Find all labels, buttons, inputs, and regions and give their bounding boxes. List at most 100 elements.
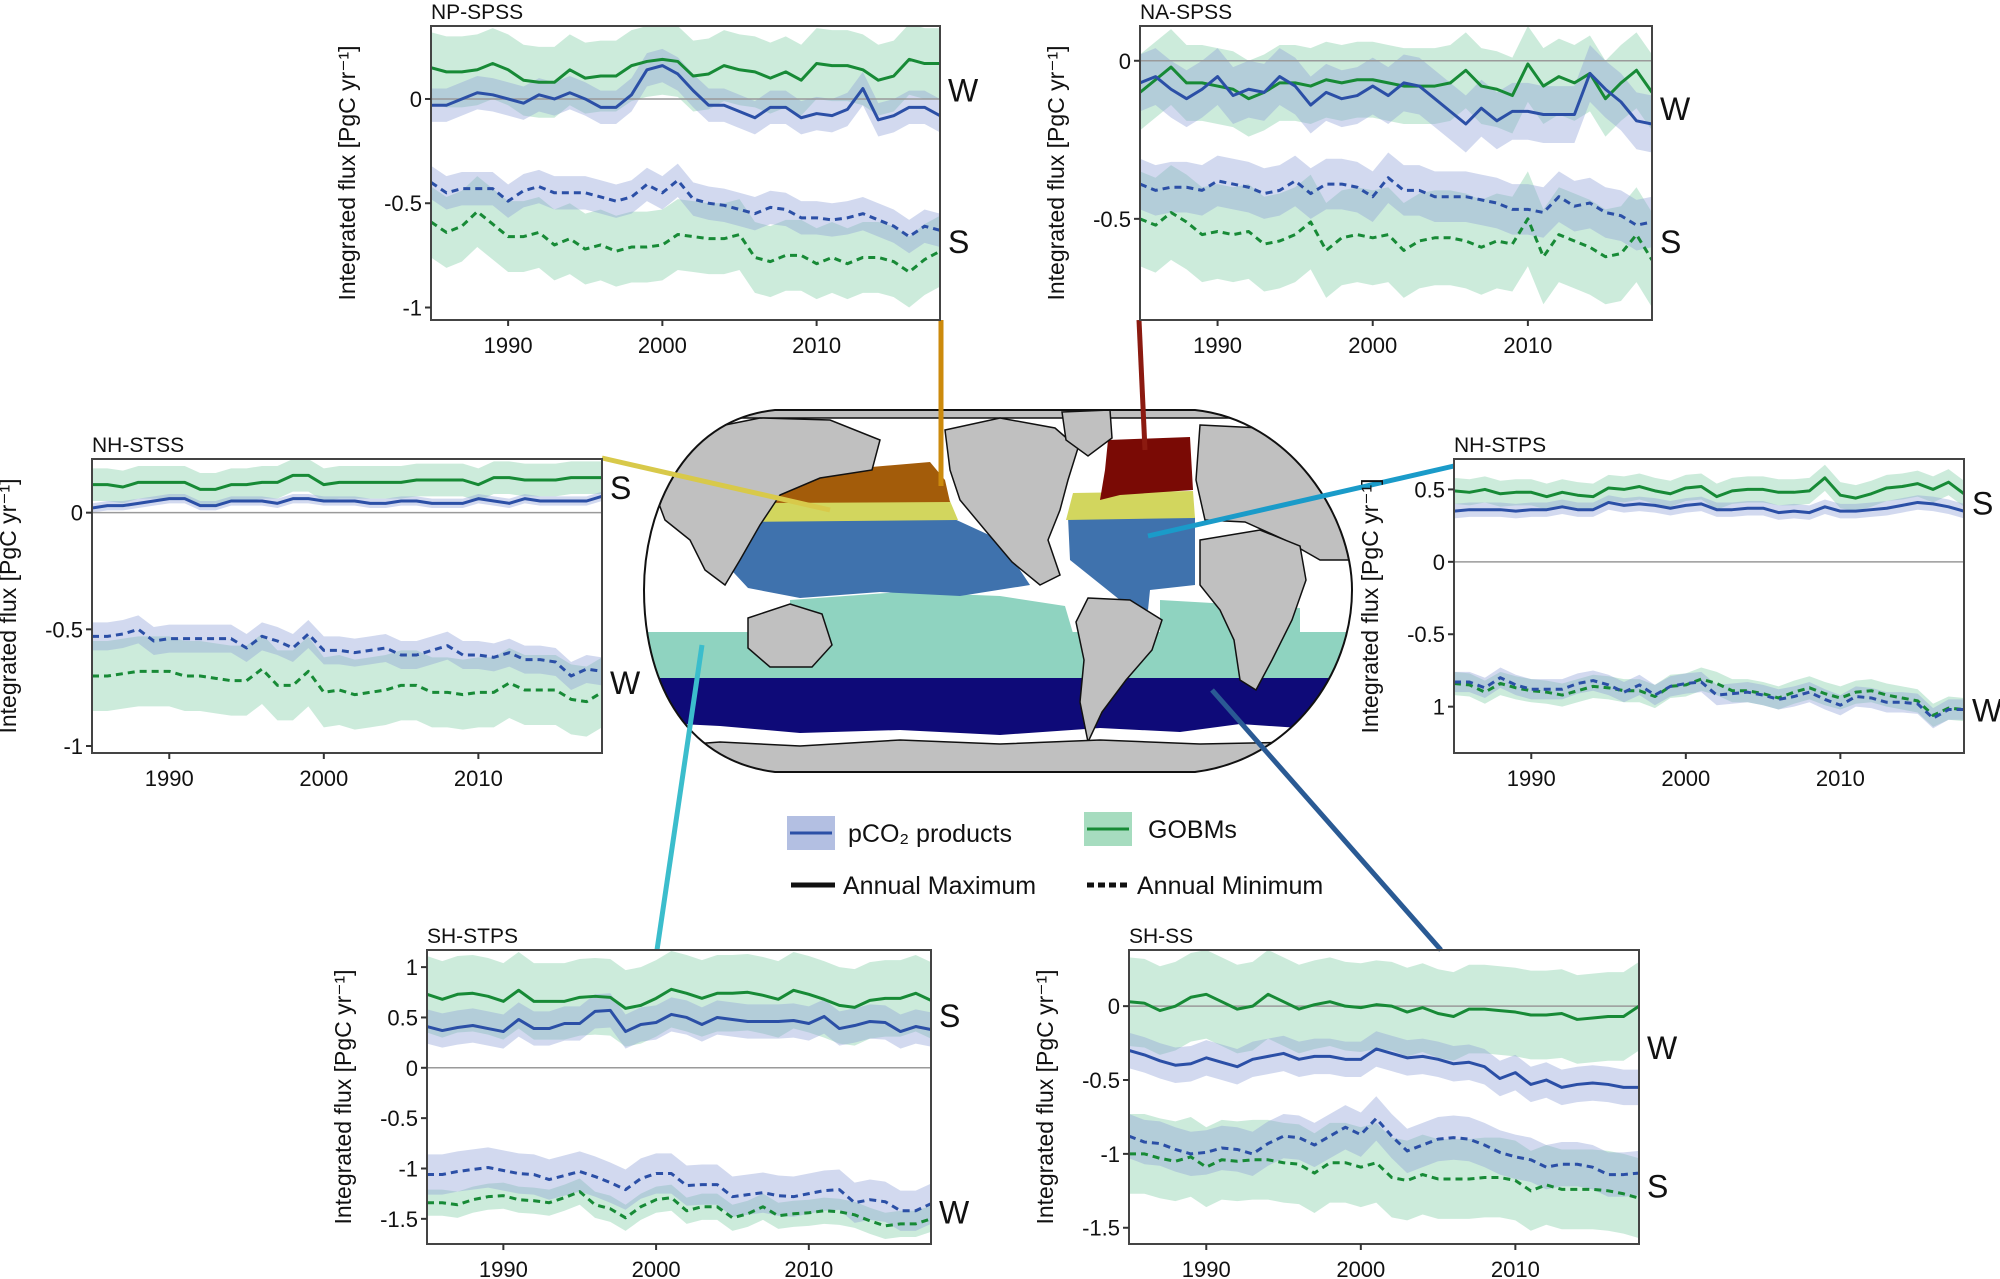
gobms-min-band [431, 176, 940, 308]
connector-nh-stps [1147, 463, 1455, 539]
products-max-line [427, 1008, 931, 1034]
products-min-band [431, 163, 940, 254]
gobms-min-line [1140, 211, 1652, 261]
region-nh-stps-atlantic [1068, 517, 1195, 610]
y-tick-label: 0 [71, 501, 83, 526]
y-tick-label: -0.5 [1093, 207, 1131, 232]
season-label-lower: W [610, 665, 641, 701]
products-max-band [1140, 44, 1652, 153]
panel-title: SH-SS [1129, 925, 1193, 948]
y-tick-label: 1 [406, 955, 418, 980]
products-min-band [1140, 152, 1652, 251]
season-label-upper: S [610, 470, 631, 506]
products-min-line [1140, 176, 1652, 227]
panel-nh-stss: 0 -0.5 -1 1990 2000 2010 NH-STSS Integrated flu… [0, 434, 641, 791]
plot-area [92, 459, 602, 737]
season-label-lower: W [939, 1194, 970, 1230]
panel-sh-stps: 1 0.5 0 -0.5 -1 -1.5 1990 2000 2010 SH-STPS Integr… [330, 925, 970, 1279]
panel-title: NH-STPS [1454, 434, 1546, 457]
gobms-max-line [1454, 476, 1964, 500]
season-label-lower: W [1972, 693, 2000, 729]
world-map [642, 409, 1354, 773]
x-tick-label: 2010 [454, 766, 503, 791]
connector-sh-stps [654, 644, 705, 951]
legend-max-label: Annual Maximum [843, 872, 1036, 900]
axes-frame [426, 949, 932, 1245]
y-tick-label: -0.5 [380, 1106, 418, 1131]
axes-frame [1139, 25, 1653, 321]
region-np-spss [760, 462, 950, 503]
panel-sh-ss: 0 -0.5 -1 -1.5 1990 2000 2010 SH-SS Integrated f… [1032, 925, 1678, 1279]
panel-title: NH-STSS [92, 434, 184, 457]
y-tick-label: -0.5 [384, 191, 422, 216]
plot-area [427, 951, 931, 1239]
x-tick-label: 2000 [632, 1257, 681, 1279]
panel-nh-stps: 0.5 0 -0.5 1 1990 2000 2010 NH-STPS Integrated f… [1357, 434, 2000, 791]
y-tick-label: 0.5 [387, 1005, 418, 1030]
axes-frame [91, 458, 603, 754]
y-tick-label: 0.5 [1414, 477, 1445, 502]
season-label-lower: S [1647, 1169, 1668, 1205]
plot-area [1454, 464, 1964, 729]
y-axis-label: Integrated flux [PgC yr⁻¹] [0, 478, 21, 733]
y-tick-label: -1 [63, 734, 83, 759]
connector-na-spss [1136, 319, 1148, 451]
y-tick-label: 0 [1433, 550, 1445, 575]
y-tick-label: -0.5 [45, 617, 83, 642]
gobms-min-line [427, 1190, 931, 1228]
season-label-upper: S [1972, 485, 1993, 521]
legend: pCO₂ products GOBMs Annual Maximum Annua… [787, 812, 1323, 900]
products-min-line [427, 1165, 931, 1213]
y-tick-label: -1 [402, 295, 422, 320]
region-nh-stss-pacific [740, 501, 958, 522]
x-tick-label: 1990 [479, 1257, 528, 1279]
map-outline [642, 409, 1354, 773]
panel-np-spss: 0 -0.5 -1 1990 2000 2010 NP-SPSS Integrated flu… [334, 1, 979, 358]
products-max-line [431, 64, 940, 122]
y-tick-label: -1.5 [380, 1207, 418, 1232]
x-tick-label: 2000 [299, 766, 348, 791]
products-max-line [1454, 500, 1964, 515]
gobms-max-line [427, 987, 931, 1010]
connector-lines [601, 319, 1455, 952]
products-max-band [1129, 1031, 1639, 1106]
plot-area [431, 26, 940, 308]
gobms-max-band [1454, 464, 1964, 512]
products-max-line [1129, 1047, 1639, 1089]
legend-products-label: pCO₂ products [848, 820, 1012, 848]
gobms-min-line [92, 667, 602, 704]
legend-gobms-label: GOBMs [1148, 816, 1237, 844]
season-label-lower: S [1660, 224, 1681, 260]
x-tick-label: 2000 [1336, 1257, 1385, 1279]
season-label-upper: S [939, 998, 960, 1034]
connector-nh-stss [601, 455, 831, 513]
gobms-min-line [431, 210, 940, 274]
y-tick-label: 0 [1119, 49, 1131, 74]
gobms-max-band [1140, 26, 1652, 137]
x-tick-label: 2010 [1816, 766, 1865, 791]
connector-sh-ss [1210, 688, 1443, 952]
x-tick-label: 1990 [1182, 1257, 1231, 1279]
gobms-min-line [1129, 1152, 1639, 1200]
asia-land [649, 417, 881, 587]
panel-title: SH-STPS [427, 925, 518, 948]
legend-min-label: Annual Minimum [1137, 872, 1323, 900]
y-axis-label: Integrated flux [PgC yr⁻¹] [334, 45, 360, 300]
axes-frame [430, 25, 941, 321]
gobms-min-band [92, 634, 602, 737]
season-label-upper: W [1647, 1030, 1678, 1066]
panel-title: NA-SPSS [1140, 1, 1232, 24]
x-tick-label: 2010 [1491, 1257, 1540, 1279]
gobms-min-band [1129, 1113, 1639, 1239]
gobms-max-band [431, 26, 940, 118]
region-nh-stss-atlantic [1066, 491, 1195, 520]
plot-area [1129, 950, 1639, 1239]
x-tick-label: 2000 [1661, 766, 1710, 791]
region-sh-stps-pacific [790, 592, 1075, 640]
x-tick-label: 1990 [1507, 766, 1556, 791]
y-tick-label: 0 [1108, 994, 1120, 1019]
y-axis-label: Integrated flux [PgC yr⁻¹] [1043, 45, 1069, 300]
x-tick-label: 1990 [484, 333, 533, 358]
